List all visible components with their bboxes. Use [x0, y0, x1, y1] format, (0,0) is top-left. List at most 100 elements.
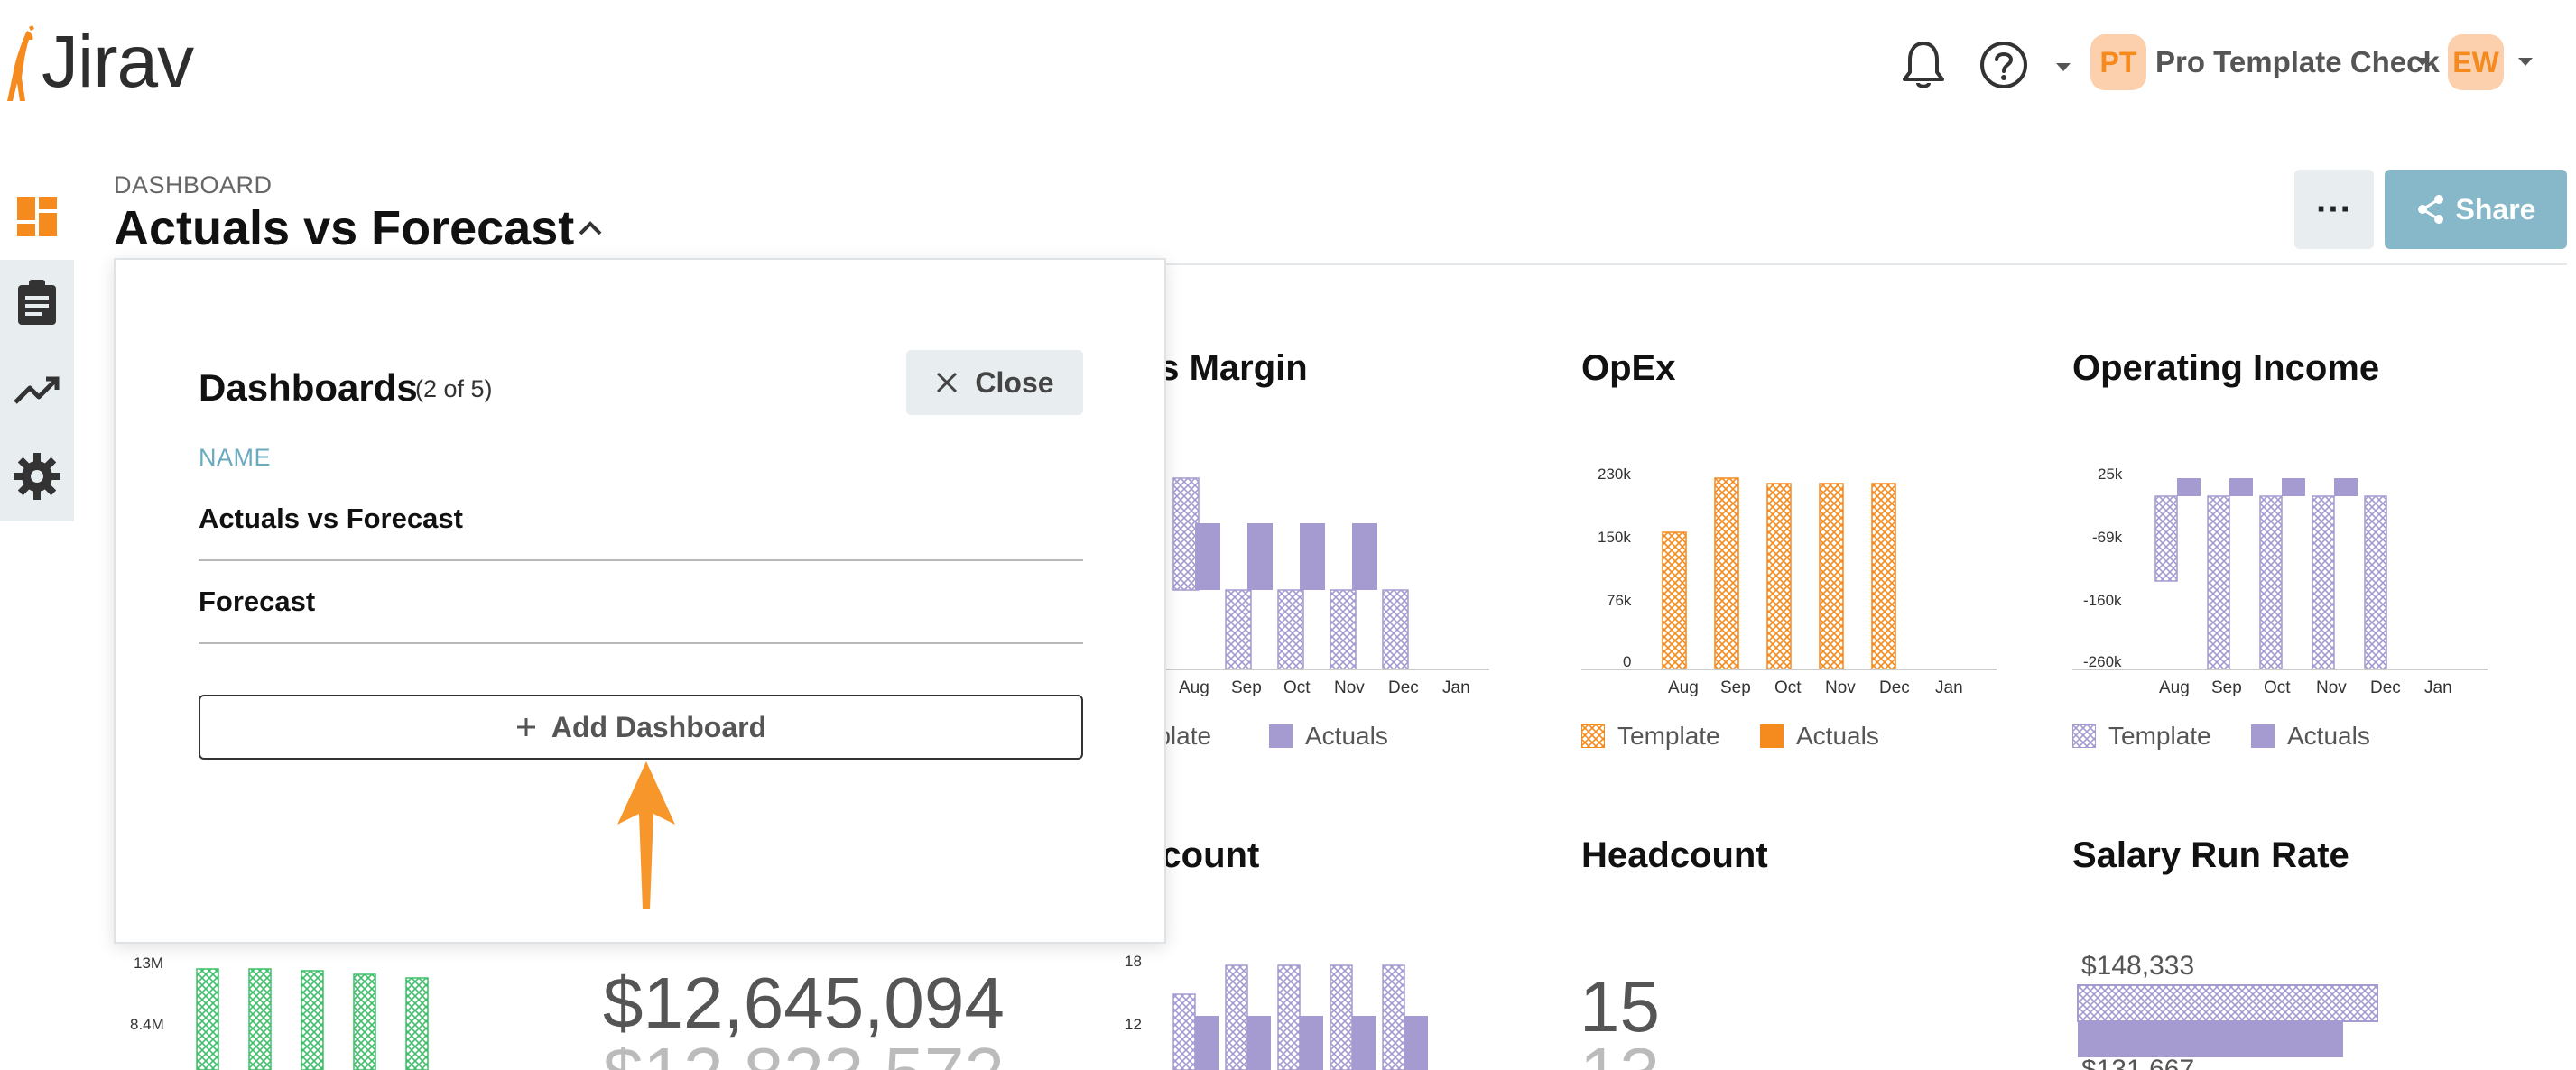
chevron-down-icon[interactable] [2415, 58, 2430, 66]
y-tick: 25k [2098, 466, 2123, 483]
legend-actuals: Actuals [1269, 722, 1388, 751]
y-tick: 150k [1598, 529, 1631, 546]
legend-actuals: Actuals [1760, 722, 1879, 751]
chart-bar [1172, 477, 1200, 591]
chart-bar [1404, 1016, 1428, 1070]
widget-title-opex[interactable]: OpEx [1581, 348, 1676, 388]
y-tick: -260k [2083, 653, 2122, 670]
chart-bar [196, 968, 219, 1070]
chart-bar [1195, 523, 1220, 590]
chart-bar [2334, 478, 2358, 496]
chart-bar [1766, 483, 1792, 670]
company-name[interactable]: Pro Template Check [2155, 45, 2440, 78]
sidebar-item-dashboard[interactable] [0, 173, 74, 260]
x-tick: Aug [2159, 678, 2190, 697]
chevron-down-icon[interactable] [2518, 58, 2533, 66]
chart-bar [301, 970, 324, 1070]
chart-bar [405, 977, 429, 1070]
x-tick: Jan [1935, 678, 1963, 697]
chart-bar [1330, 964, 1353, 1070]
x-tick: Sep [1720, 678, 1751, 697]
y-tick: -160k [2083, 592, 2122, 609]
more-label: ··· [2316, 189, 2352, 229]
chart-bar [1330, 589, 1357, 670]
share-button[interactable]: Share [2385, 170, 2567, 249]
chart-bar [1819, 483, 1844, 670]
user-avatar[interactable]: EW [2448, 34, 2504, 90]
chart-bar [1352, 523, 1377, 590]
chart-bar [1247, 523, 1273, 590]
x-tick: Oct [1283, 678, 1311, 697]
chart-bar [1871, 483, 1896, 670]
chart-bar [248, 968, 272, 1070]
chart-bar [1300, 1016, 1323, 1070]
close-button[interactable]: Close [906, 350, 1083, 415]
add-dashboard-label: Add Dashboard [551, 710, 767, 743]
y-tick: 12 [1125, 1016, 1142, 1033]
chevron-down-icon[interactable] [2056, 63, 2071, 71]
chart-bar [2154, 495, 2178, 582]
header-divider [114, 263, 2567, 265]
dashboard-row-actuals-vs-forecast[interactable]: Actuals vs Forecast [199, 478, 1083, 561]
chart-bar [1382, 589, 1409, 670]
x-tick: Dec [1879, 678, 1910, 697]
company-avatar[interactable]: PT [2090, 34, 2146, 90]
y-tick: 13M [134, 955, 164, 972]
chart-bar [1300, 523, 1325, 590]
x-tick: Nov [1825, 678, 1856, 697]
legend-actuals: Actuals [2251, 722, 2370, 751]
sidebar-item-trends[interactable] [0, 346, 74, 433]
sidebar [0, 173, 74, 521]
add-dashboard-button[interactable]: Add Dashboard [199, 695, 1083, 760]
share-label: Share [2455, 192, 2536, 226]
page-title[interactable]: Actuals vs Forecast [114, 201, 575, 255]
x-tick: Oct [2264, 678, 2291, 697]
chart-bar [2259, 495, 2283, 670]
opex-chart [1581, 477, 1997, 670]
chart-bar [1382, 964, 1405, 1070]
headcount-value-secondary: 13 [1580, 1048, 1660, 1070]
breadcrumb[interactable]: DASHBOARD [114, 171, 273, 198]
sidebar-item-settings[interactable] [0, 433, 74, 520]
y-tick: 0 [1623, 653, 1632, 670]
giraffe-icon [7, 25, 34, 101]
chart-bar [353, 973, 376, 1070]
chart-bar [1195, 1016, 1219, 1070]
dashboard-row-forecast[interactable]: Forecast [199, 561, 1083, 644]
dashboard-icon [17, 197, 57, 236]
headcount-chart [1172, 964, 1428, 1070]
widget-title-gross-margin[interactable]: ss Margin [1139, 348, 1308, 388]
sidebar-item-reports[interactable] [0, 260, 74, 346]
bell-icon[interactable] [1901, 40, 1946, 90]
revenue-chart [196, 968, 429, 1070]
chart-bar [1225, 589, 1252, 670]
headcount-value: 15 [1580, 966, 1660, 1047]
chart-bar [1662, 531, 1687, 670]
help-icon[interactable] [1978, 40, 2029, 90]
x-tick: Sep [2211, 678, 2242, 697]
salary-run-rate-chart [2077, 984, 2378, 1057]
chevron-up-icon[interactable] [578, 220, 603, 236]
trend-icon [14, 376, 60, 404]
chart-bar [2207, 495, 2230, 670]
operating-income-chart [2072, 478, 2488, 670]
chart-bar [1352, 1016, 1376, 1070]
x-tick: Dec [1388, 678, 1419, 697]
chart-bar [2282, 478, 2305, 496]
dashboards-modal: Dashboards (2 of 5) Close NAME Actuals v… [114, 258, 1166, 944]
widget-title-salary-run-rate[interactable]: Salary Run Rate [2072, 835, 2349, 875]
x-tick: Jan [2424, 678, 2452, 697]
x-tick: Aug [1668, 678, 1699, 697]
gear-icon [14, 453, 60, 500]
chart-bar [2177, 478, 2201, 496]
chart-bar [2078, 1021, 2343, 1057]
column-header-name[interactable]: NAME [199, 444, 272, 471]
widget-title-headcount[interactable]: Headcount [1581, 835, 1768, 875]
close-icon [937, 372, 958, 393]
chart-bar [1172, 993, 1196, 1070]
widget-title-operating-income[interactable]: Operating Income [2072, 348, 2380, 388]
modal-title: Dashboards [199, 366, 418, 409]
more-options-button[interactable]: ··· [2294, 170, 2374, 249]
revenue-total-value: $12,645,094 [603, 963, 1005, 1043]
arrow-up-icon [617, 761, 675, 909]
